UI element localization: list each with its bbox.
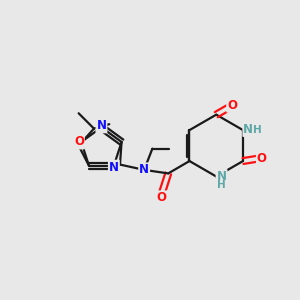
- Text: H: H: [217, 180, 226, 190]
- Text: N: N: [243, 123, 253, 136]
- Text: N: N: [139, 164, 149, 176]
- Text: O: O: [257, 152, 267, 165]
- Text: O: O: [227, 99, 237, 112]
- Text: O: O: [74, 136, 84, 148]
- Text: O: O: [157, 191, 167, 204]
- Text: N: N: [217, 170, 226, 183]
- Text: H: H: [254, 124, 262, 134]
- Text: N: N: [96, 119, 106, 132]
- Text: N: N: [109, 161, 119, 174]
